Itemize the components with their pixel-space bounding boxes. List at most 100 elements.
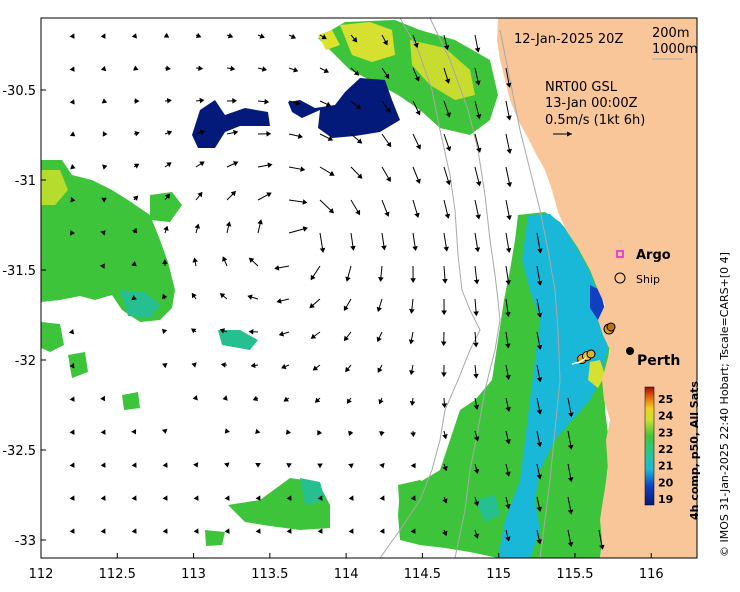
current-arrow: [226, 161, 239, 168]
sst-patch-coastal-cyan: [498, 214, 608, 558]
current-arrow: [257, 162, 273, 168]
current-arrow: [274, 265, 290, 271]
current-arrow: [473, 529, 480, 539]
current-scale-label: 0.5m/s (1kt 6h): [545, 113, 645, 128]
bathymetry-contours: [379, 18, 561, 558]
current-arrow: [379, 495, 385, 501]
current-arrow: [412, 67, 420, 82]
current-arrow: [226, 98, 237, 104]
current-arrow: [379, 528, 385, 534]
sst-patches: [41, 20, 610, 558]
current-arrow: [133, 163, 140, 169]
x-axis: 112 112.5 113 113.5 114 114.5 115 115.5 116: [29, 553, 664, 582]
current-arrow: [69, 462, 75, 468]
current-arrow: [195, 191, 203, 201]
current-arrow: [412, 34, 419, 48]
isobath-inner: [499, 29, 561, 558]
current-arrow: [250, 362, 259, 369]
ship-marker: [586, 349, 596, 359]
current-arrow: [69, 66, 75, 72]
current-arrow: [317, 430, 323, 436]
current-arrow: [473, 463, 480, 474]
current-arrow: [473, 364, 479, 379]
current-arrow: [505, 529, 511, 542]
current-arrow: [381, 232, 387, 251]
current-arrow: [101, 197, 107, 203]
current-arrow: [345, 364, 352, 373]
credit-label: © IMOS 31-Jan-2025 22:40 Hobart; Tscale=…: [718, 252, 731, 557]
current-arrow: [567, 463, 574, 483]
current-arrow: [441, 298, 447, 316]
current-arrow: [409, 364, 415, 376]
current-arrow: [69, 131, 76, 137]
current-arrow: [536, 232, 543, 254]
current-arrow: [310, 331, 321, 339]
sst-patch-coastal-se: [475, 495, 500, 522]
current-arrow: [224, 528, 230, 534]
current-arrow: [226, 33, 234, 39]
current-arrow: [473, 496, 480, 507]
current-arrow: [193, 528, 199, 534]
isobath-200m-label: 200m: [652, 26, 689, 41]
current-arrow: [536, 397, 543, 415]
current-arrow: [162, 363, 168, 369]
current-arrow: [474, 100, 482, 120]
current-arrow: [314, 397, 321, 403]
current-arrow: [285, 429, 292, 435]
current-arrow: [255, 528, 261, 534]
x-tick-label: 113: [181, 567, 206, 582]
current-arrow: [505, 199, 512, 221]
current-arrow: [443, 232, 449, 252]
current-arrow: [505, 463, 511, 477]
colorbar-tick-label: 19: [658, 493, 673, 506]
current-arrow: [536, 463, 543, 480]
current-arrow: [350, 100, 361, 110]
current-arrow: [288, 199, 308, 205]
current-arrow: [252, 395, 259, 401]
current-arrow: [195, 65, 204, 72]
current-arrow: [288, 33, 297, 39]
current-arrow: [257, 66, 268, 72]
current-arrow: [505, 265, 511, 286]
perth-label: Perth: [637, 353, 680, 369]
current-arrow: [379, 430, 385, 437]
current-arrow: [409, 298, 415, 314]
current-arrow: [225, 221, 232, 234]
current-arrow: [443, 133, 452, 152]
current-arrow: [505, 67, 512, 88]
current-arrow: [69, 99, 75, 105]
current-arrow: [381, 199, 390, 217]
current-arrow: [131, 261, 137, 267]
current-arrow: [257, 33, 265, 39]
current-arrow: [378, 265, 384, 282]
sst-patch-small-2: [68, 352, 88, 378]
isobath-200m: [379, 18, 481, 558]
current-arrow: [286, 463, 292, 468]
current-arrow: [319, 232, 326, 253]
current-arrow: [164, 130, 173, 136]
current-arrow: [70, 230, 75, 236]
colorbar-ticks: 25 24 23 22 21 20 19: [658, 393, 674, 506]
colorbar-tick-label: 21: [658, 460, 673, 473]
sst-patch-small-4: [218, 330, 258, 350]
sst-patch-coastal-yellow: [588, 360, 605, 388]
current-arrow: [69, 429, 75, 435]
current-arrow: [102, 164, 108, 170]
current-arrow: [473, 265, 480, 285]
current-arrow: [443, 199, 451, 219]
current-arrow: [162, 293, 168, 300]
current-arrow: [410, 495, 416, 501]
current-arrow: [164, 97, 172, 104]
current-arrow: [257, 131, 272, 137]
current-arrow: [474, 232, 481, 253]
current-arrow: [195, 129, 206, 136]
colorbar: [644, 386, 655, 506]
current-arrow: [567, 397, 574, 418]
current-arrow: [440, 331, 447, 347]
current-arrow: [192, 394, 198, 401]
current-arrow: [505, 100, 512, 121]
current-arrow: [317, 528, 323, 534]
x-tick-label: 115.5: [556, 567, 593, 582]
x-tick-label: 115: [486, 567, 511, 582]
